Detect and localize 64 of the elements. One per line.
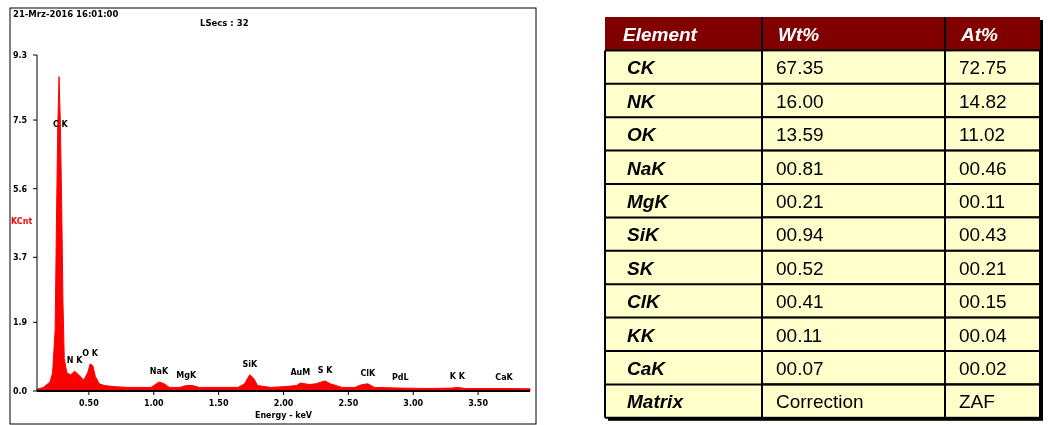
data-label: 72.75 [959, 57, 1007, 79]
y-tick-label: Matrix [627, 391, 685, 413]
y-tick-label: 9.3 [13, 51, 28, 60]
data-label: 00.15 [959, 291, 1007, 313]
y-tick-label: 0.0 [13, 387, 28, 396]
annotation: O K [82, 348, 99, 358]
data-label: 14.82 [959, 90, 1007, 112]
y-tick-label: 5.6 [13, 184, 28, 194]
x-tick-label: 3.00 [403, 399, 424, 408]
data-label: 00.41 [776, 291, 824, 313]
y-tick-label: SiK [627, 224, 660, 246]
annotation: CaK [495, 373, 514, 383]
x-tick-label: 2.50 [338, 399, 359, 408]
y-tick-label: CK [627, 57, 656, 79]
x-tick-label: 1.00 [143, 399, 165, 408]
data-label: 00.11 [959, 191, 1006, 212]
annotation: PdL [391, 373, 409, 383]
data-label: 16.00 [776, 90, 824, 112]
x-tick-label: Wt% [778, 24, 820, 45]
data-label: 11.02 [959, 124, 1006, 146]
x-tick-label: 2.00 [273, 399, 294, 408]
data-label: 00.43 [959, 224, 1007, 246]
annotation: S K [317, 365, 334, 375]
y-tick-label: 7.5 [13, 116, 28, 126]
data-label: 00.21 [959, 257, 1007, 279]
y-tick-label: OK [627, 124, 657, 146]
data-label: 00.52 [776, 257, 824, 279]
x-tick-label: At% [960, 24, 999, 45]
x-tick-label: 0.50 [79, 399, 100, 408]
annotation: MgK [176, 370, 197, 380]
y-tick-label: 1.9 [13, 318, 28, 328]
annotation: N K [66, 356, 84, 366]
data-label: 00.94 [776, 224, 824, 246]
data-label: 00.02 [959, 358, 1007, 379]
annotation: SiK [242, 359, 258, 369]
data-label: 00.04 [959, 324, 1007, 346]
y-tick-label: ClK [627, 291, 661, 313]
y-tick-label: NK [627, 90, 656, 112]
data-label: 13.59 [776, 124, 824, 146]
annotation: NaK [149, 366, 169, 376]
y-tick-label: SK [627, 257, 655, 279]
text: ZAF [959, 391, 995, 413]
y-axis-title: Element [623, 24, 698, 45]
x-axis-title: Energy - keV [254, 411, 313, 420]
data-label: 00.21 [776, 191, 824, 212]
data-label: 00.81 [776, 157, 824, 179]
y-tick-label: 3.7 [13, 253, 28, 263]
annotation: ClK [360, 368, 377, 378]
annotation: AuM [290, 368, 311, 378]
y-tick-label: KK [627, 324, 656, 346]
x-tick-label: 1.50 [208, 399, 229, 408]
chart-subtitle: LSecs : 32 [200, 18, 249, 28]
y-axis-title: KCnt [11, 217, 33, 227]
text: Correction [776, 391, 864, 413]
x-tick-label: 3.50 [468, 399, 489, 408]
data-label: 00.46 [959, 157, 1007, 179]
data-label: 00.07 [776, 358, 824, 379]
data-label: 67.35 [776, 57, 824, 79]
y-tick-label: MgK [627, 191, 670, 212]
annotation: K K [449, 372, 466, 382]
chart-title: 21-Mrz-2016 16:01:00 [13, 9, 119, 19]
y-tick-label: NaK [627, 157, 667, 179]
y-tick-label: CaK [627, 358, 667, 379]
data-label: 00.11 [776, 324, 823, 346]
